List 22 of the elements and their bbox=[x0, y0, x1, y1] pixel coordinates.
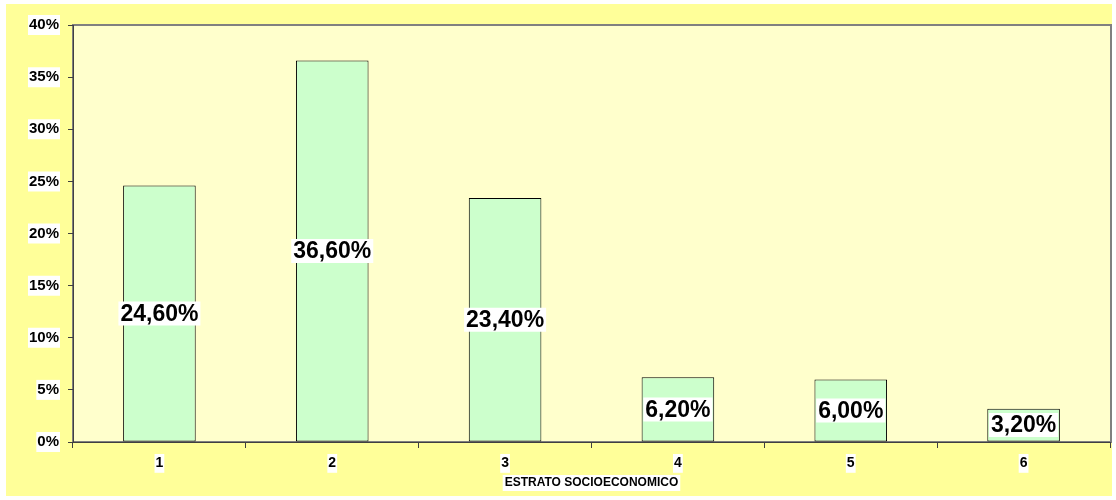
x-tick-label: 3 bbox=[501, 454, 510, 471]
data-label: 24,60% bbox=[120, 299, 199, 326]
data-label: 3,20% bbox=[990, 411, 1057, 438]
data-label: 6,20% bbox=[645, 395, 711, 422]
x-axis-title: ESTRATO SOCIOECONOMICO bbox=[504, 475, 679, 490]
x-tick-label: 2 bbox=[328, 454, 337, 471]
y-tick-label: 30% bbox=[28, 119, 59, 137]
y-tick-label: 10% bbox=[28, 327, 59, 345]
data-label: 36,60% bbox=[293, 237, 372, 264]
data-label: 6,00% bbox=[818, 396, 884, 423]
y-tick-label: 15% bbox=[28, 275, 59, 293]
x-tick-label: 6 bbox=[1019, 454, 1028, 471]
y-tick-label: 25% bbox=[28, 171, 59, 189]
x-tick-label: 4 bbox=[674, 454, 683, 471]
y-tick-label: 35% bbox=[28, 67, 59, 85]
x-tick-label: 5 bbox=[846, 454, 855, 471]
y-tick-label: 40% bbox=[28, 15, 59, 33]
y-tick-label: 0% bbox=[37, 432, 59, 450]
y-tick-label: 20% bbox=[28, 223, 59, 241]
y-tick-label: 5% bbox=[37, 380, 59, 398]
x-tick-label: 1 bbox=[155, 454, 164, 471]
data-label: 23,40% bbox=[466, 306, 545, 333]
